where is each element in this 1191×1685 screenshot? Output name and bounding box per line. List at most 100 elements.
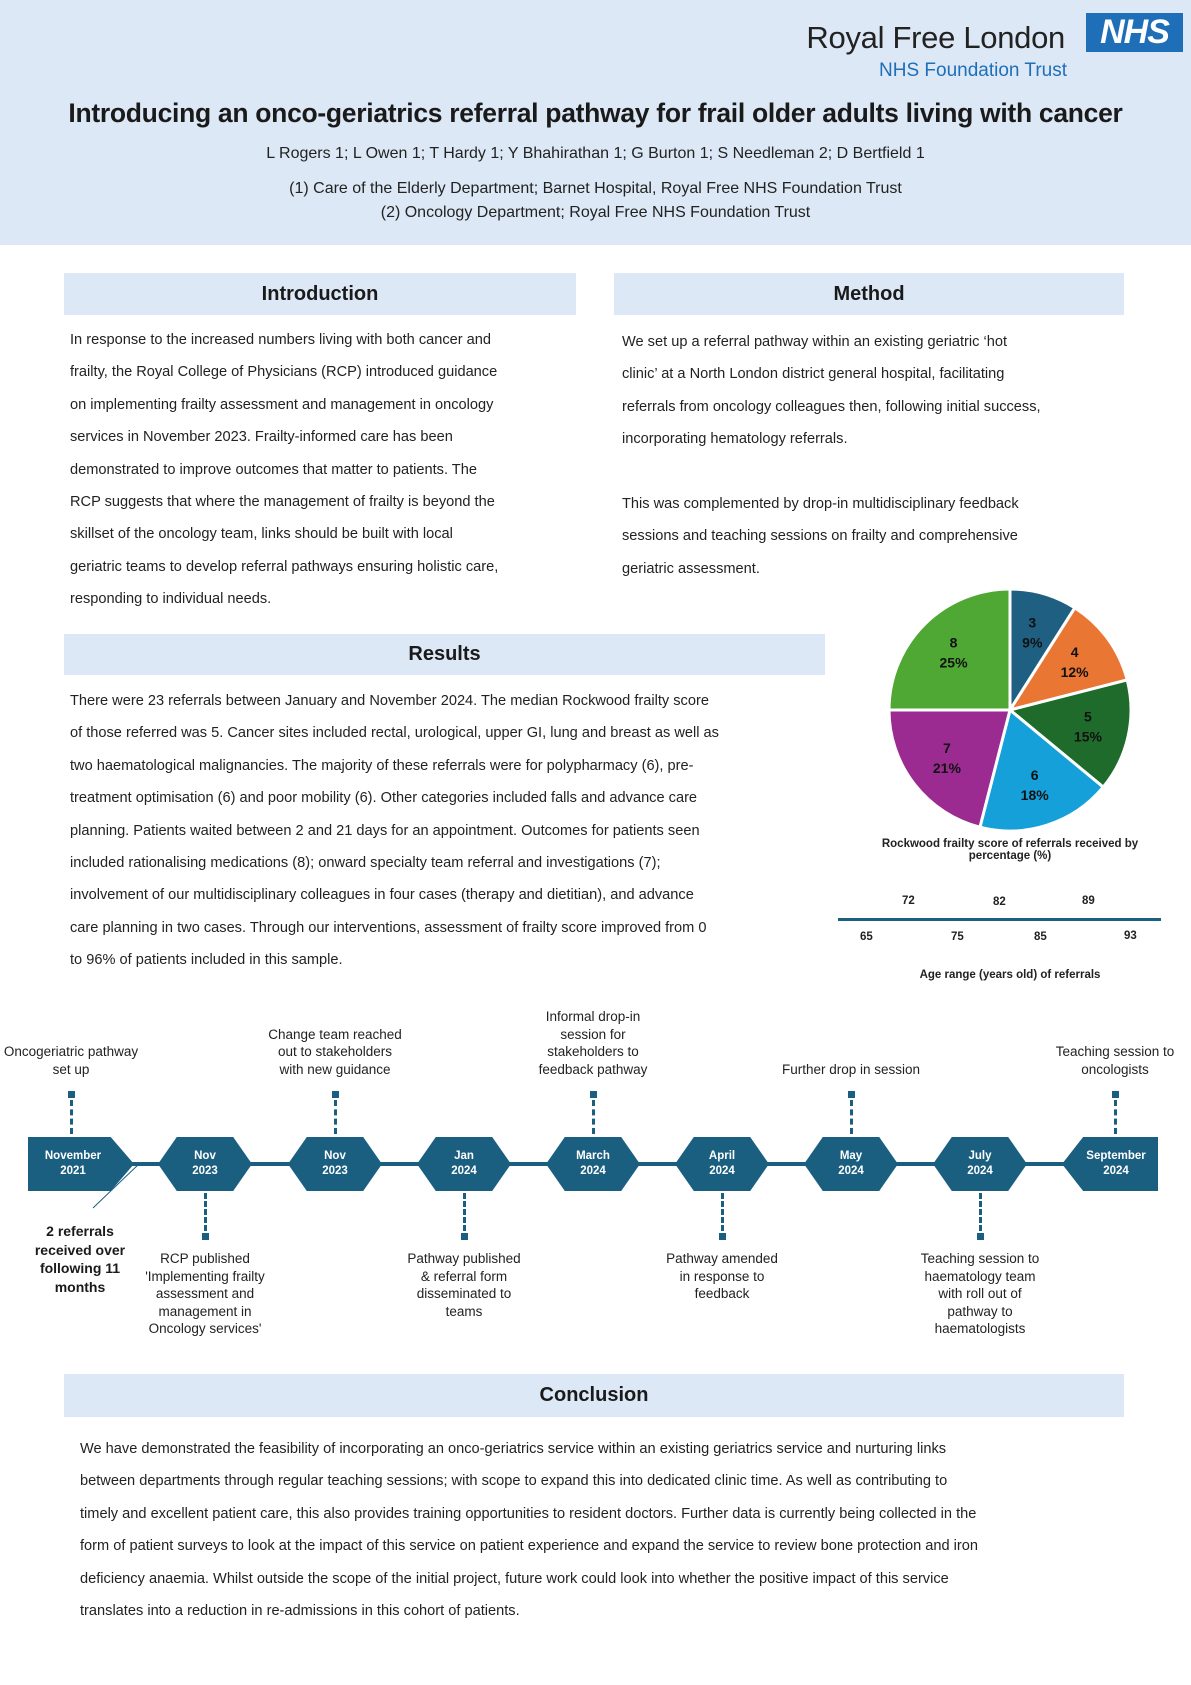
timeline-date: 2024 — [451, 1165, 477, 1177]
timeline-event-bottom: Pathway published & referral form dissem… — [407, 1251, 521, 1319]
connector-line — [850, 1100, 853, 1134]
pie-score-label: 3 — [1028, 614, 1036, 630]
timeline-date: 2024 — [580, 1165, 606, 1177]
text-line: treatment optimisation (6) and poor mobi… — [70, 790, 698, 807]
nhs-logo: NHS — [1086, 13, 1183, 52]
pie-caption: Rockwood frailty score of referrals rece… — [881, 838, 1139, 862]
introduction-heading: Introduction — [64, 273, 576, 315]
text-line: geriatric assessment. — [622, 560, 760, 577]
pie-score-label: 8 — [950, 635, 958, 651]
timeline-date: July — [968, 1150, 992, 1162]
timeline-node: Nov 2023 — [288, 1137, 382, 1191]
text-line: clinic’ at a North London district gener… — [622, 366, 1005, 383]
timeline-node: Jan 2024 — [417, 1137, 511, 1191]
text-line: timely and excellent patient care, this … — [80, 1505, 977, 1522]
timeline-date: 2024 — [709, 1165, 735, 1177]
connector-line — [592, 1100, 595, 1134]
pie-slice-5 — [1006, 678, 1133, 790]
timeline-date: April — [708, 1150, 736, 1162]
text-line: geriatric teams to develop referral path… — [70, 558, 499, 575]
timeline-date: Nov — [324, 1150, 346, 1162]
text-line: frailty, the Royal College of Physicians… — [70, 364, 498, 381]
affiliation-1: (1) Care of the Elderly Department; Barn… — [289, 180, 902, 197]
timeline-date: May — [839, 1150, 863, 1162]
text-line: between departments through regular teac… — [80, 1473, 948, 1490]
text-line: We set up a referral pathway within an e… — [622, 334, 1008, 350]
timeline-date: 2023 — [322, 1165, 348, 1177]
age-lower-value: 93 — [1124, 930, 1137, 942]
text-line: responding to individual needs. — [70, 591, 272, 608]
text-line: demonstrated to improve outcomes that ma… — [70, 461, 477, 478]
pie-score-label: 6 — [1031, 767, 1039, 783]
timeline-event-top: Oncogeriatric pathway set up — [3, 1044, 139, 1077]
text-line: deficiency anaemia. Whilst outside the s… — [80, 1570, 949, 1587]
timeline-node: September 2024 — [1062, 1137, 1158, 1191]
timeline-date: 2021 — [60, 1165, 86, 1177]
text-line: There were 23 referrals between January … — [70, 693, 709, 709]
connector-line — [70, 1100, 73, 1134]
connector-line — [463, 1193, 466, 1231]
introduction-text: In response to the increased numbers liv… — [70, 324, 498, 616]
age-lower-value: 85 — [1034, 931, 1047, 943]
conclusion-heading: Conclusion — [64, 1374, 1124, 1417]
text-line: involvement of our multidisciplinary col… — [70, 887, 694, 904]
pie-slice-7 — [887, 708, 1012, 830]
timeline-event-top: Further drop in session — [781, 1061, 921, 1077]
referrals-note: 2 referrals received over following 11 m… — [34, 1223, 126, 1295]
age-upper-value: 89 — [1082, 895, 1095, 907]
affiliation-2: (2) Oncology Department; Royal Free NHS … — [380, 204, 811, 221]
poster-title: Introducing an onco-geriatrics referral … — [68, 98, 1123, 128]
poster-header: Royal Free London NHS NHS Foundation Tru… — [0, 0, 1191, 245]
connector-dot — [848, 1091, 855, 1098]
age-upper-value: 72 — [902, 895, 915, 907]
timeline-date: November — [44, 1150, 102, 1162]
connector-dot — [68, 1091, 75, 1098]
timeline-node: April 2024 — [675, 1137, 769, 1191]
pie-slice-8 — [887, 587, 1012, 712]
logo-subtitle: NHS Foundation Trust — [879, 60, 1067, 81]
timeline-date: March — [576, 1150, 610, 1162]
method-text-1: We set up a referral pathway within an e… — [622, 326, 1041, 456]
connector-dot — [1112, 1091, 1119, 1098]
connector-dot — [461, 1233, 468, 1240]
pie-percent-label: 18% — [1021, 787, 1050, 803]
text-line: We have demonstrated the feasibility of … — [80, 1441, 947, 1457]
text-line: skillset of the oncology team, links sho… — [70, 526, 453, 543]
timeline-event-bottom: Teaching session to haematology team wit… — [920, 1251, 1040, 1336]
connector-line — [334, 1100, 337, 1134]
connector-dot — [719, 1233, 726, 1240]
text-line: to 96% of patients included in this samp… — [70, 952, 343, 969]
timeline-event-top: Teaching session to oncologists — [1055, 1044, 1175, 1077]
note-pointer-line — [92, 1162, 141, 1209]
timeline-date: Jan — [454, 1150, 474, 1162]
connector-dot — [590, 1091, 597, 1098]
timeline-event-top: Change team reached out to stakeholders … — [268, 1026, 402, 1077]
timeline-date: 2024 — [967, 1165, 993, 1177]
text-line: In response to the increased numbers liv… — [70, 332, 492, 348]
text-line: included rationalising medications (8); … — [70, 855, 661, 872]
age-axis-line — [838, 918, 1161, 921]
timeline-node: March 2024 — [546, 1137, 640, 1191]
results-heading: Results — [64, 634, 825, 675]
text-line: planning. Patients waited between 2 and … — [70, 822, 700, 839]
timeline-date: September — [1086, 1150, 1146, 1162]
timeline-date: Nov — [194, 1150, 216, 1162]
text-line: referrals from oncology colleagues then,… — [622, 398, 1041, 415]
logo-name: Royal Free London — [806, 20, 1065, 55]
text-line: RCP suggests that where the management o… — [70, 494, 495, 511]
text-line: of those referred was 5. Cancer sites in… — [70, 725, 719, 742]
pie-slice-4 — [1006, 605, 1130, 713]
timeline-date: 2024 — [838, 1165, 864, 1177]
method-heading: Method — [614, 273, 1124, 315]
text-line: sessions and teaching sessions on frailt… — [622, 528, 1018, 545]
text-line: care planning in two cases. Through our … — [70, 919, 707, 936]
text-line: on implementing frailty assessment and m… — [70, 396, 494, 413]
text-line: form of patient surveys to look at the i… — [80, 1538, 979, 1555]
text-line: translates into a reduction in re-admiss… — [80, 1603, 520, 1620]
pie-score-label: 4 — [1071, 644, 1079, 660]
pie-percent-label: 9% — [1022, 634, 1043, 650]
timeline-event-bottom: RCP published 'Implementing frailty asse… — [145, 1251, 265, 1336]
connector-line — [1114, 1100, 1117, 1134]
method-text-2: This was complemented by drop-in multidi… — [622, 488, 1019, 585]
text-line: incorporating hematology referrals. — [622, 431, 848, 448]
